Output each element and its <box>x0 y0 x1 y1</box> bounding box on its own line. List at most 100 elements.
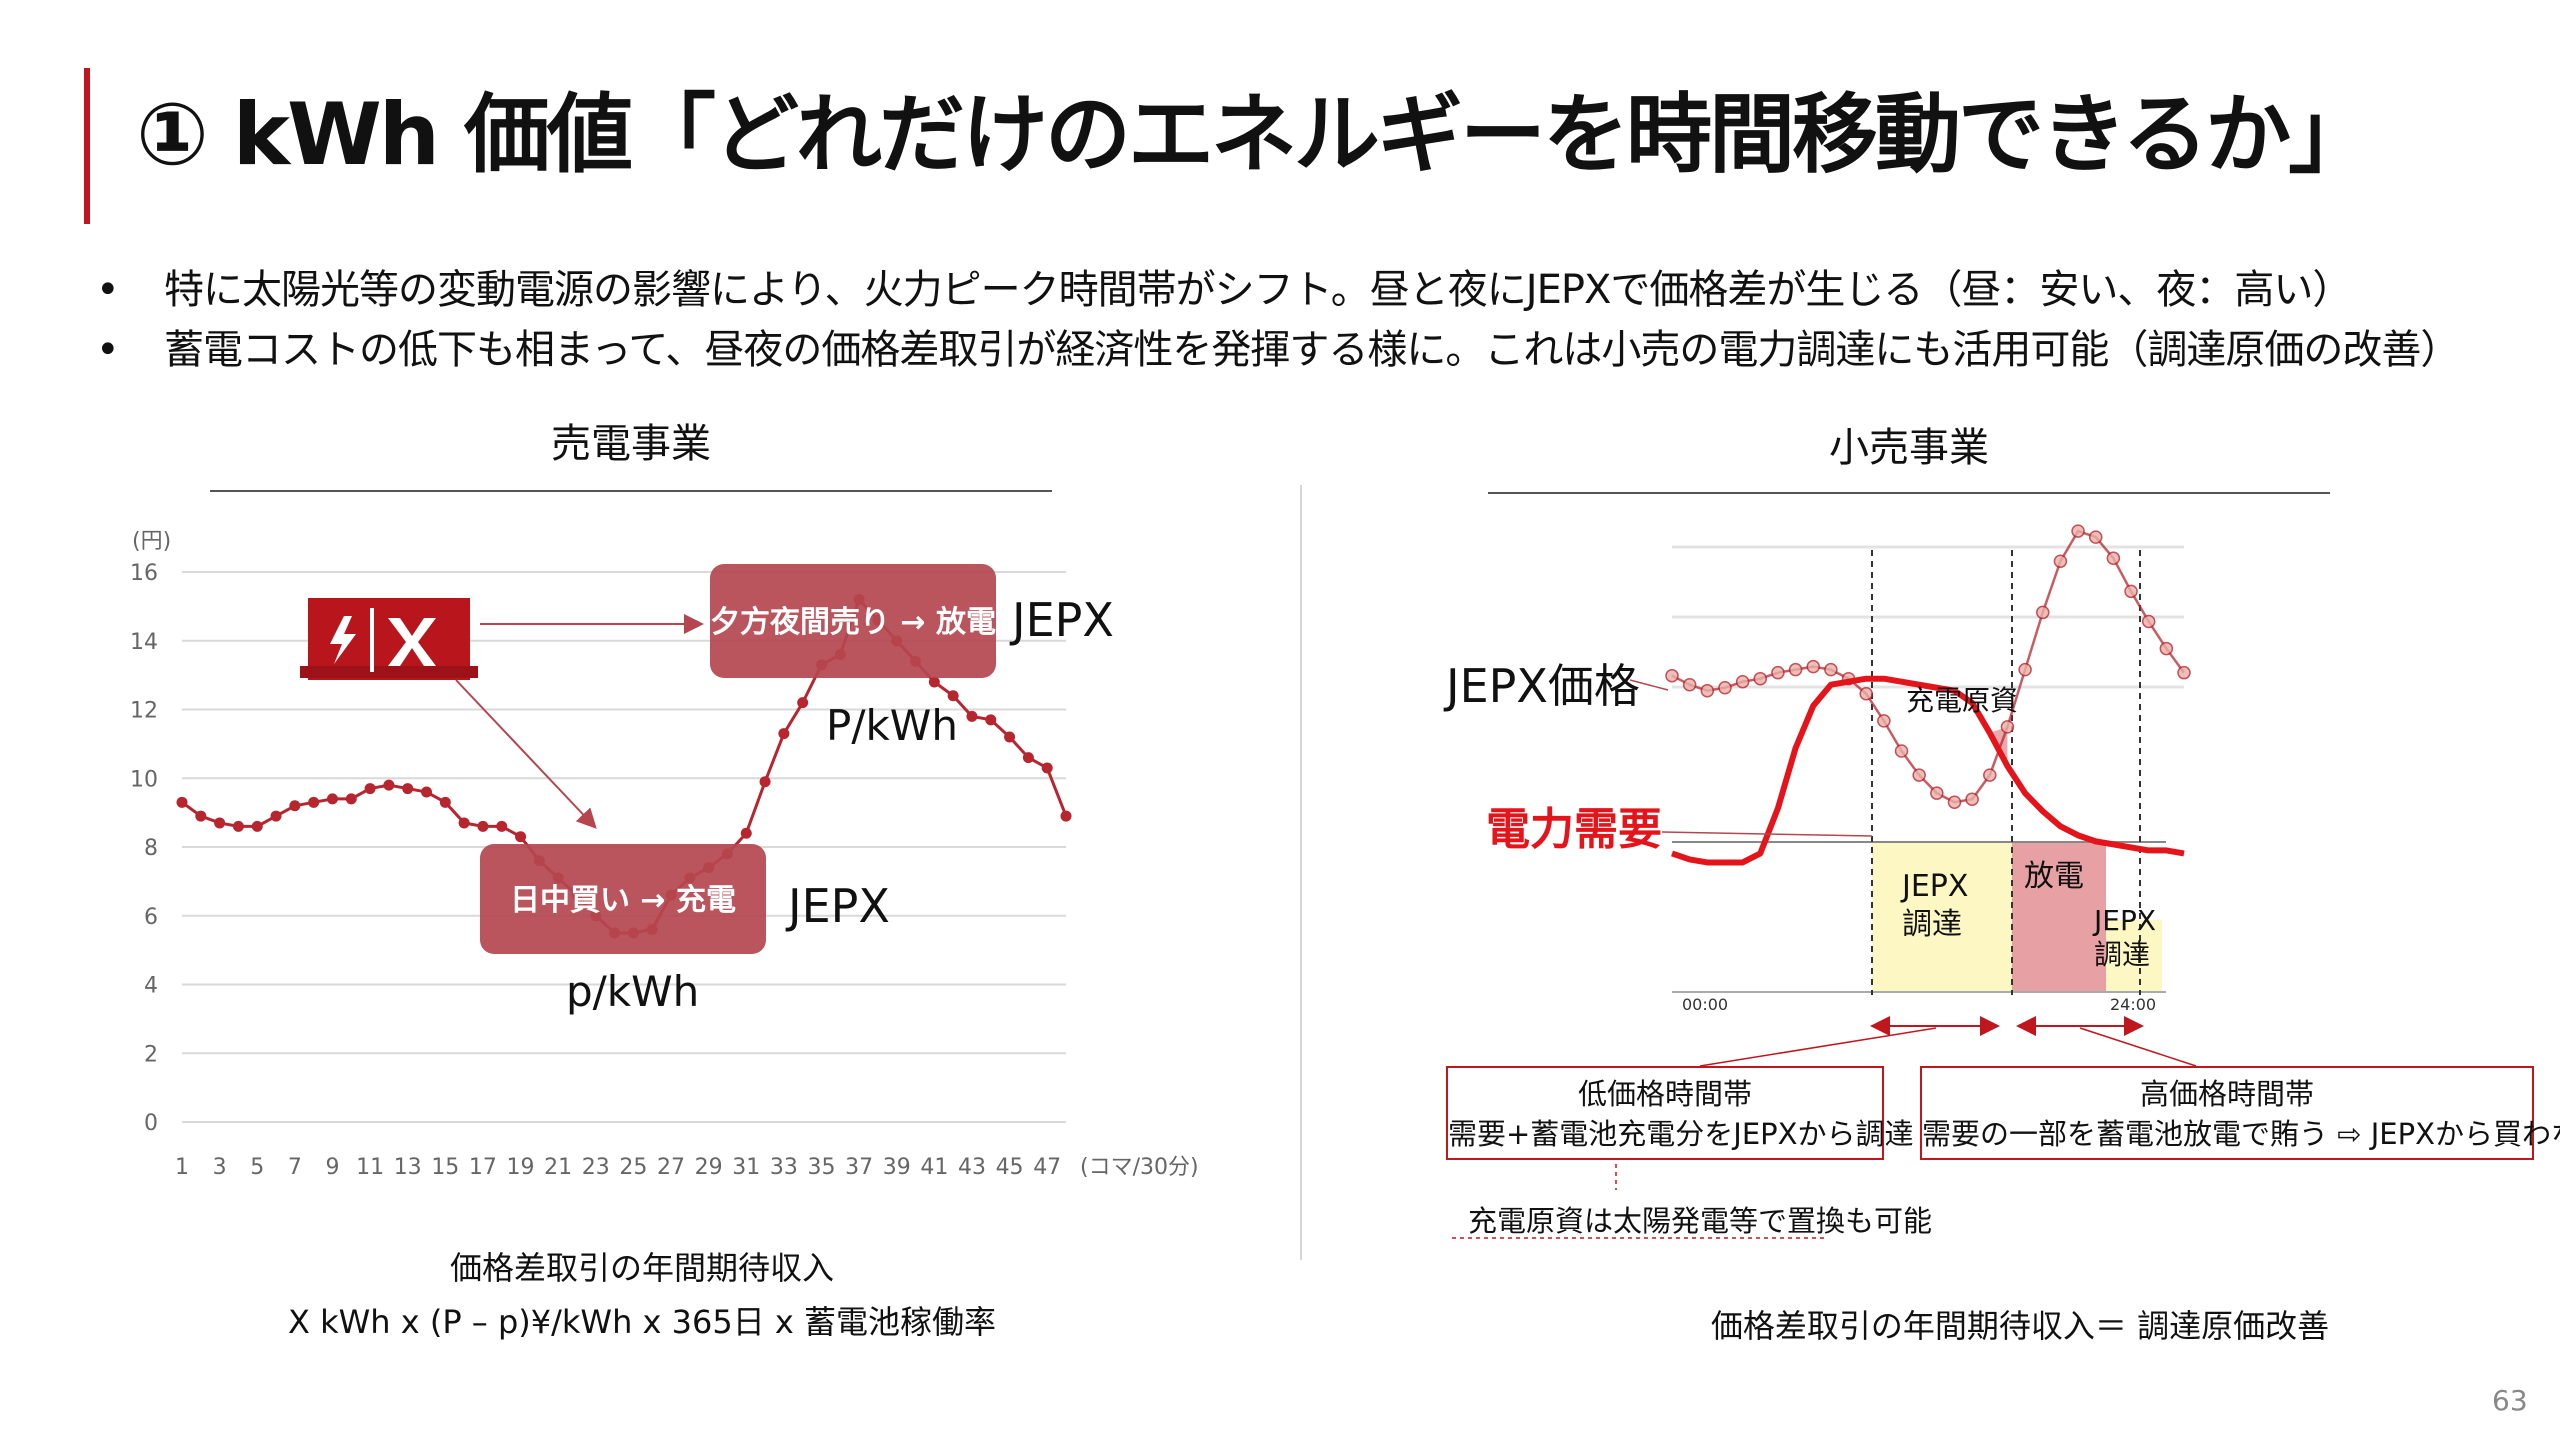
price-data-point <box>2124 584 2138 599</box>
price-data-point <box>1753 671 1768 686</box>
left-x-tick-label: 11 <box>356 1155 384 1180</box>
left-data-point <box>421 786 433 798</box>
left-x-tick-label: 3 <box>213 1155 227 1180</box>
price-data-point <box>2018 662 2032 677</box>
left-data-point <box>496 820 508 832</box>
left-data-point <box>232 820 244 832</box>
left-data-point <box>439 796 451 808</box>
left-y-tick-label: 8 <box>144 836 158 861</box>
left-data-point <box>515 831 527 843</box>
buy-label: 日中買い → 充電 <box>510 883 736 918</box>
left-data-point <box>308 796 320 808</box>
left-x-tick-label: 43 <box>958 1155 986 1180</box>
left-y-tick-label: 12 <box>130 699 158 724</box>
buy-price-label: p/kWh <box>566 967 699 1016</box>
price-data-point <box>1735 674 1750 689</box>
bullet-item: • 蓄電コストの低下も相まって、昼夜の価格差取引が経済性を発揮する様に。これは小売… <box>96 327 2460 373</box>
slide-title: ① kWh 価値「どれだけのエネルギーを時間移動できるか」 <box>136 85 2374 185</box>
left-data-point <box>985 714 997 726</box>
price-series-label: JEPX価格 <box>1443 659 1640 713</box>
left-caption-line2: X kWh x (P – p)¥/kWh x 365日 x 蓄電池稼働率 <box>288 1303 996 1341</box>
left-caption-line1: 価格差取引の年間期待収入 <box>449 1249 834 1287</box>
left-y-tick-label: 2 <box>144 1042 158 1067</box>
sell-label-box <box>710 564 996 678</box>
demand-series-label: 電力需要 <box>1486 804 1662 855</box>
right-section-heading: 小売事業 <box>1829 425 1989 471</box>
charge-cost-label: 充電原資 <box>1906 684 2018 717</box>
price-data-point <box>2071 524 2085 538</box>
battery-container-icon <box>300 598 478 680</box>
price-data-point <box>1788 662 1803 677</box>
left-y-tick-label: 10 <box>130 767 158 792</box>
left-chart-y-unit: (円) <box>132 529 171 554</box>
left-x-tick-label: 25 <box>619 1155 647 1180</box>
left-x-tick-label: 33 <box>770 1155 798 1180</box>
left-y-tick-label: 0 <box>144 1111 158 1136</box>
jepx-proc-label-2: JEPX 調達 <box>2092 904 2156 971</box>
price-data-point <box>2036 605 2050 620</box>
discharge-zone <box>2012 842 2106 992</box>
jepx-procurement-zone-1 <box>1872 842 2012 992</box>
left-x-tick-label: 47 <box>1033 1155 1061 1180</box>
price-data-point <box>1700 684 1715 698</box>
bullet-text: 特に太陽光等の変動電源の影響により、火力ピーク時間帯がシフト。昼と夜にJEPXで… <box>164 267 2352 313</box>
left-data-point <box>1004 731 1016 743</box>
title-accent-bar <box>84 68 90 224</box>
price-data-point <box>1682 677 1697 692</box>
left-data-point <box>270 810 282 822</box>
left-data-point <box>402 783 414 795</box>
left-data-point <box>928 676 940 688</box>
price-data-point <box>1877 714 1891 728</box>
left-y-tick-label: 16 <box>130 561 158 586</box>
right-chart-grid <box>1672 545 2184 689</box>
left-x-tick-label: 19 <box>507 1155 535 1180</box>
price-data-point <box>1983 768 1997 782</box>
right-chart-series <box>1665 524 2191 866</box>
right-caption: 価格差取引の年間期待収入＝ 調達原価改善 <box>1710 1307 2330 1345</box>
demand-series-line <box>1671 675 2185 866</box>
price-data-point <box>1771 665 1785 680</box>
bullet-text: 蓄電コストの低下も相まって、昼夜の価格差取引が経済性を発揮する様に。これは小売の… <box>164 327 2460 373</box>
price-data-point <box>2177 665 2191 680</box>
low-price-body: 需要+蓄電池充電分をJEPXから調達 <box>1448 1117 1914 1151</box>
right-demand-chart: 充電原資 JEPX 調達 放電 JEPX 調達 00:00 24:00 JEPX価格… <box>1443 524 2197 1239</box>
left-x-tick-label: 7 <box>288 1155 302 1180</box>
left-data-point <box>458 817 470 829</box>
left-data-point <box>364 783 376 795</box>
price-data-point <box>2088 530 2103 544</box>
left-chart-x-unit: (コマ/30分) <box>1080 1155 1199 1180</box>
price-data-point <box>1894 744 1909 758</box>
left-data-point <box>251 820 263 832</box>
price-data-point <box>1947 795 1962 809</box>
bullet-dot: • <box>96 327 120 373</box>
price-data-point <box>1912 768 1926 782</box>
buy-label-box <box>480 844 766 954</box>
price-data-point <box>2159 641 2174 656</box>
left-data-point <box>797 697 809 709</box>
left-data-point <box>947 690 959 702</box>
price-data-point <box>1665 668 1679 683</box>
price-data-point <box>2053 554 2068 568</box>
price-data-point <box>1930 786 1944 800</box>
price-data-point <box>2000 720 2015 734</box>
left-data-point <box>1060 810 1072 822</box>
sell-price-label: P/kWh <box>826 701 958 750</box>
left-data-point <box>326 793 338 805</box>
left-x-tick-label: 5 <box>250 1155 264 1180</box>
left-data-point <box>289 800 301 812</box>
left-data-point <box>195 810 207 822</box>
left-data-point <box>1022 752 1034 764</box>
left-x-tick-label: 29 <box>695 1155 723 1180</box>
low-price-box: 低価格時間帯 需要+蓄電池充電分をJEPXから調達 <box>1446 1066 1914 1160</box>
price-data-point <box>2106 551 2121 565</box>
left-data-point <box>383 779 395 791</box>
buy-arrow <box>455 679 597 829</box>
discharge-label: 放電 <box>2024 859 2084 894</box>
price-series-line <box>1671 529 2186 804</box>
price-data-point <box>1718 680 1732 695</box>
price-data-point <box>1965 792 1979 806</box>
price-data-point <box>1859 687 1873 701</box>
left-y-tick-label: 6 <box>144 905 158 930</box>
bullet-item: • 特に太陽光等の変動電源の影響により、火力ピーク時間帯がシフト。昼と夜にJEPX… <box>96 267 2352 313</box>
